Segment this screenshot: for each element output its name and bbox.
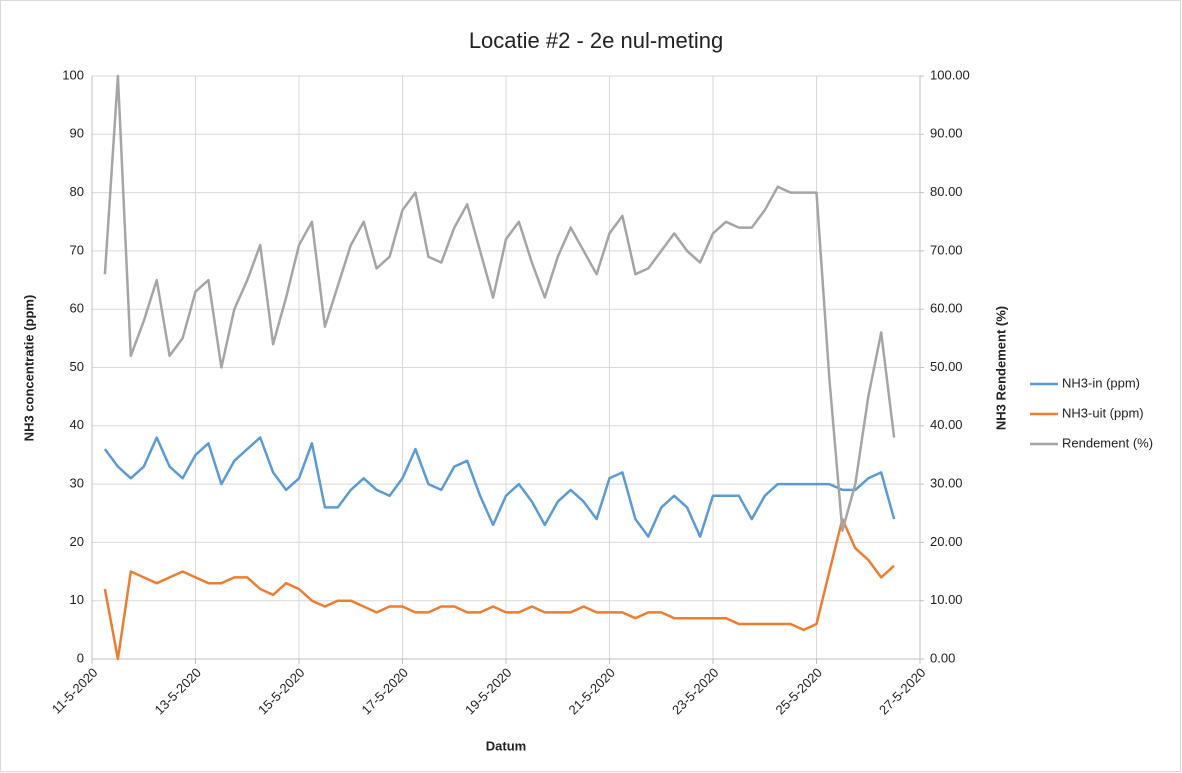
y-tick-label: 10 [70,592,84,607]
y2-tick-label: 0.00 [930,650,955,665]
y2-tick-label: 50.00 [930,359,963,374]
y-tick-label: 20 [70,534,84,549]
x-axis-title: Datum [486,738,526,753]
legend-label: Rendement (%) [1062,435,1153,450]
y2-tick-label: 30.00 [930,476,963,491]
series-line [103,517,895,661]
y-tick-label: 60 [70,301,84,316]
y-tick-label: 90 [70,126,84,141]
y-tick-label: 40 [70,417,84,432]
y-tick-label: 50 [70,359,84,374]
y-tick-label: 80 [70,184,84,199]
chart-title: Locatie #2 - 2e nul-meting [469,28,723,53]
y-axis-title: NH3 concentratie (ppm) [21,295,36,442]
y2-tick-label: 100.00 [930,67,970,82]
y-tick-label: 100 [62,67,84,82]
series-line [103,74,896,532]
y2-tick-label: 10.00 [930,592,963,607]
y2-tick-label: 90.00 [930,126,963,141]
y-tick-label: 30 [70,476,84,491]
y2-tick-label: 60.00 [930,301,963,316]
legend-label: NH3-uit (ppm) [1062,405,1144,420]
legend-label: NH3-in (ppm) [1062,375,1140,390]
y2-tick-label: 20.00 [930,534,963,549]
y-tick-label: 0 [77,650,84,665]
y2-tick-label: 80.00 [930,184,963,199]
y2-axis-title: NH3 Rendement (%) [993,306,1008,430]
y-tick-label: 70 [70,242,84,257]
series-line [103,436,896,538]
y2-tick-label: 70.00 [930,242,963,257]
y2-tick-label: 40.00 [930,417,963,432]
